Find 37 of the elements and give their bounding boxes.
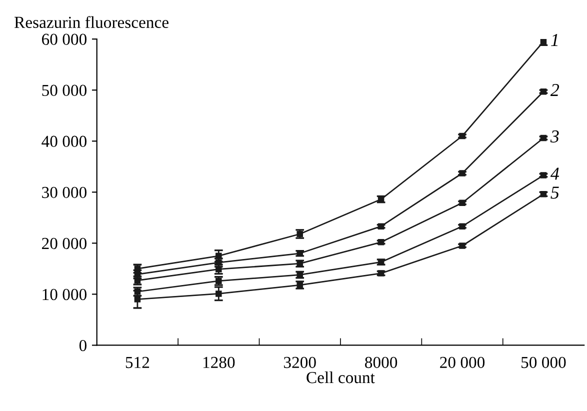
point (540, 172, 547, 178)
point (459, 223, 466, 230)
x-axis-title: Cell count (306, 371, 375, 384)
y-axis-title: Resazurin fluorescence (14, 16, 168, 28)
point (540, 134, 547, 142)
y-tick-label: 20 000 (42, 238, 86, 250)
point (459, 242, 466, 249)
y-tick-label: 50 000 (42, 84, 86, 96)
x-tick-label: 8000 (365, 356, 398, 368)
x-tick-label: 512 (126, 356, 150, 368)
y-tick-label: 0 (79, 340, 86, 352)
series-label: 3 (550, 130, 559, 143)
y-tick-label: 60 000 (42, 34, 86, 45)
y-tick-label: 10 000 (42, 288, 86, 300)
x-tick-label: 20 000 (440, 356, 485, 368)
point (216, 290, 222, 297)
y-tick-label: 30 000 (42, 186, 86, 198)
point (459, 200, 466, 206)
point (378, 196, 384, 202)
x-tick-label: 50 000 (522, 356, 566, 368)
point (134, 296, 141, 302)
point (459, 170, 466, 176)
point (540, 88, 547, 95)
x-tick-label: 1280 (203, 356, 235, 368)
point (540, 39, 547, 45)
series-label: 1 (551, 34, 558, 46)
series-label: 2 (550, 84, 560, 96)
y-tick-label: 40 000 (42, 136, 86, 148)
x-tick-label: 3200 (284, 356, 316, 368)
point (296, 260, 303, 267)
point (540, 191, 547, 198)
point (459, 132, 466, 140)
point (378, 239, 384, 246)
point (378, 270, 384, 276)
point (378, 223, 384, 230)
series-label: 5 (550, 186, 559, 199)
series-label: 4 (550, 168, 560, 180)
